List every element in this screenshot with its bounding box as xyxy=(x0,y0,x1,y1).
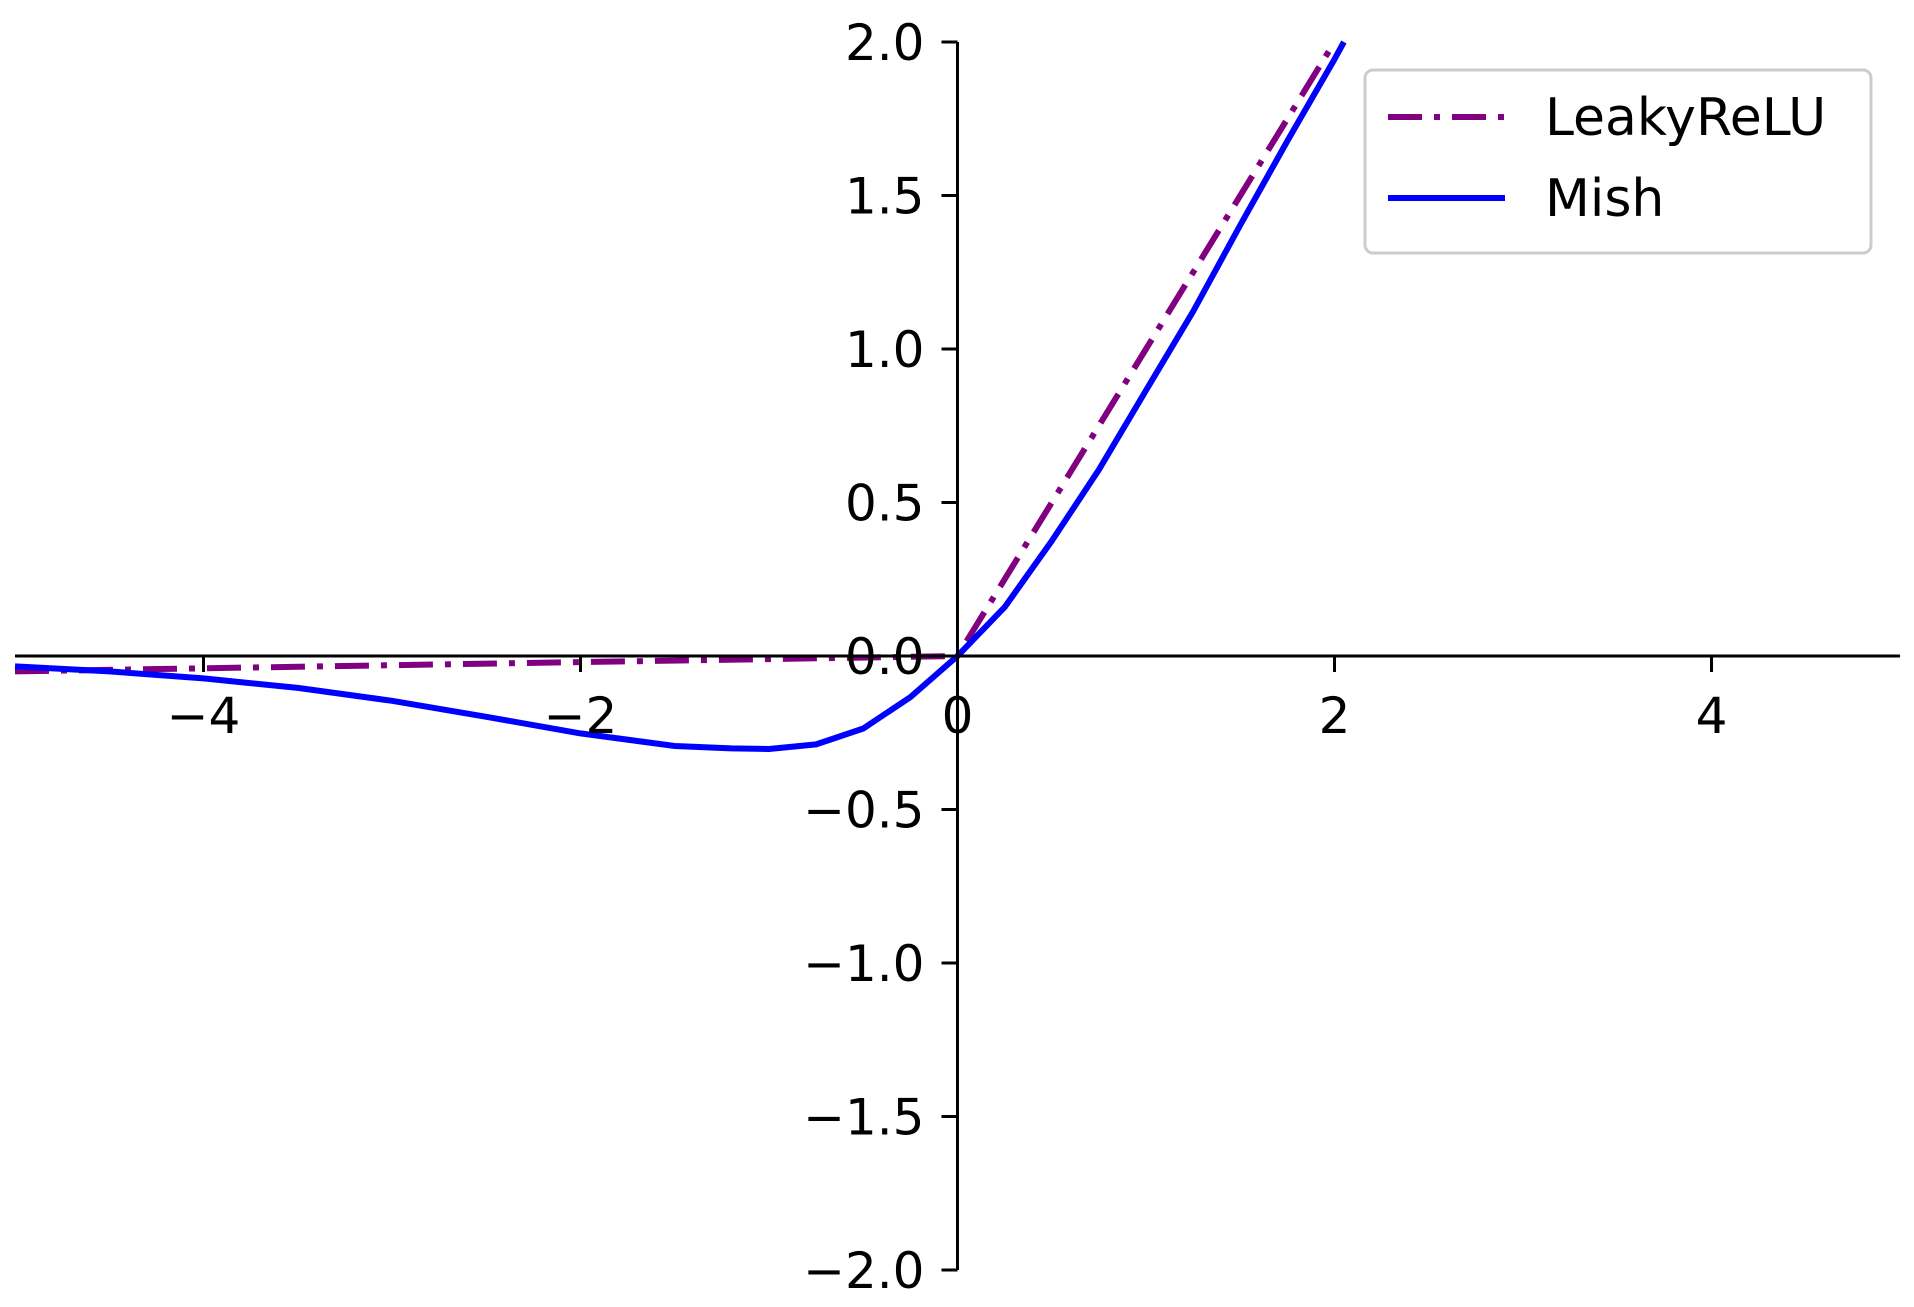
axes-layer: −4 −2 0 2 4 −2.0 −1.5 −1.0 −0.5 0.0 0.5 1.0 1.5 2.0 xyxy=(15,14,1900,1300)
y-tick-label: 0.5 xyxy=(845,475,925,533)
y-tick-label: −0.5 xyxy=(803,782,924,840)
legend: LeakyReLU Mish xyxy=(1363,68,1873,255)
series-line-mish xyxy=(14,40,1347,752)
series-layer xyxy=(14,40,1347,752)
y-tick-label: −1.0 xyxy=(803,935,924,993)
y-tick-label: 1.5 xyxy=(845,168,925,226)
x-tick-label: 4 xyxy=(1696,687,1728,745)
x-tick-label: −2 xyxy=(544,687,618,745)
y-tick-label: −2.0 xyxy=(803,1242,924,1300)
x-tick-label: −4 xyxy=(167,687,241,745)
y-tick-label: 0.0 xyxy=(845,628,925,686)
y-tick-label: 2.0 xyxy=(845,14,925,72)
series-line-leakyrelu xyxy=(14,40,1338,675)
legend-label-leakyrelu: LeakyReLU xyxy=(1545,88,1826,148)
y-tick-label: −1.5 xyxy=(803,1089,924,1147)
legend-box xyxy=(1363,68,1873,255)
x-tick-label: 0 xyxy=(942,687,974,745)
y-tick-label: 1.0 xyxy=(845,321,925,379)
legend-label-mish: Mish xyxy=(1545,169,1664,229)
x-tick-label: 2 xyxy=(1319,687,1351,745)
